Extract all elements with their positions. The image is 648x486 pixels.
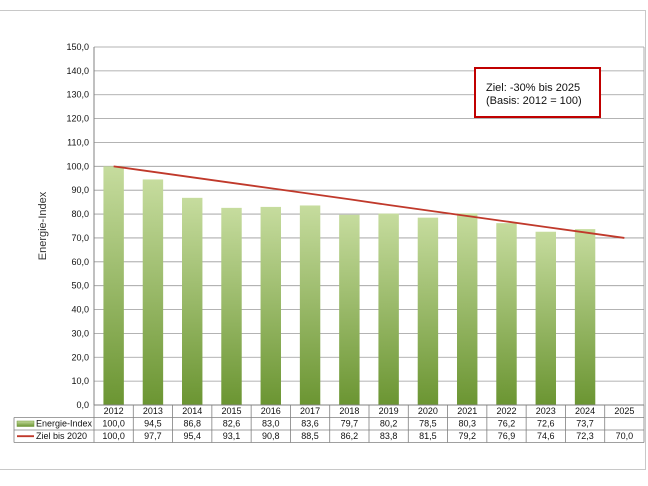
x-tick-label: 2019 [379,406,399,416]
y-tick-label: 150,0 [66,42,89,52]
y-tick-label: 130,0 [66,90,89,100]
bar [299,205,321,405]
y-tick-label: 60,0 [71,257,89,267]
bar [339,214,360,405]
data-label: 73,7 [576,419,594,429]
bar [378,213,399,405]
target-line [113,165,625,239]
x-tick-label: 2016 [261,406,281,416]
data-label: 72,3 [576,431,594,441]
data-label: 100,0 [102,431,125,441]
data-label: 81,5 [419,431,437,441]
data-label: 70,0 [616,431,634,441]
legend-entry-bar: Energie-Index [36,419,93,429]
target-annotation: Ziel: -30% bis 2025 (Basis: 2012 = 100) [474,67,601,118]
x-tick-label: 2012 [104,406,124,416]
x-tick-label: 2022 [496,406,516,416]
x-tick-label: 2017 [300,406,320,416]
data-label: 79,2 [458,431,476,441]
y-tick-label: 110,0 [67,137,89,147]
data-label: 78,5 [419,419,437,429]
bar [457,213,478,405]
y-tick-label: 10,0 [71,376,89,386]
y-tick-label: 120,0 [66,114,89,124]
x-tick-label: 2020 [418,406,438,416]
data-label: 79,7 [341,419,359,429]
y-tick-label: 100,0 [66,161,89,171]
data-label: 94,5 [144,419,162,429]
x-tick-label: 2013 [143,406,163,416]
data-label: 76,9 [498,431,516,441]
data-label: 83,8 [380,431,398,441]
annotation-line-1: Ziel: -30% bis 2025 [486,82,581,94]
bar [142,179,164,405]
y-tick-label: 80,0 [71,209,89,219]
data-label: 82,6 [223,419,241,429]
data-label: 83,6 [301,419,319,429]
data-label: 74,6 [537,431,555,441]
y-tick-label: 30,0 [71,328,89,338]
y-tick-label: 40,0 [71,305,89,315]
data-label: 80,3 [458,419,476,429]
y-tick-label: 70,0 [71,233,89,243]
x-tick-label: 2014 [182,406,202,416]
x-tick-label: 2021 [457,406,477,416]
bar [417,217,439,405]
y-tick-label: 50,0 [71,281,89,291]
x-tick-label: 2025 [614,406,634,416]
data-label: 72,6 [537,419,555,429]
data-label: 88,5 [301,431,319,441]
data-label: 86,8 [183,419,201,429]
bar [574,229,596,405]
data-label: 93,1 [223,431,241,441]
data-label: 83,0 [262,419,280,429]
annotation-line-2: (Basis: 2012 = 100) [486,95,582,107]
bar [103,166,124,405]
x-tick-label: 2015 [221,406,241,416]
x-tick-label: 2023 [536,406,556,416]
legend-key-bar [16,420,35,427]
y-tick-label: 140,0 [66,66,89,76]
chart-frame [0,10,646,470]
data-label: 90,8 [262,431,280,441]
x-tick-label: 2018 [339,406,359,416]
y-tick-label: 90,0 [71,185,89,195]
legend-entry-line: Ziel bis 2020 [36,431,87,441]
y-axis-label: Energie-Index [37,191,49,260]
data-label: 100,0 [102,419,125,429]
data-label: 76,2 [498,419,516,429]
bar [260,206,281,405]
data-label: 95,4 [183,431,201,441]
bar [535,231,556,405]
x-tick-label: 2024 [575,406,595,416]
bar [221,207,242,405]
bar [496,223,517,405]
data-label: 80,2 [380,419,398,429]
y-tick-label: 20,0 [71,352,89,362]
bar [182,197,203,405]
data-label: 86,2 [341,431,359,441]
data-label: 97,7 [144,431,162,441]
y-tick-label: 0,0 [76,400,89,410]
